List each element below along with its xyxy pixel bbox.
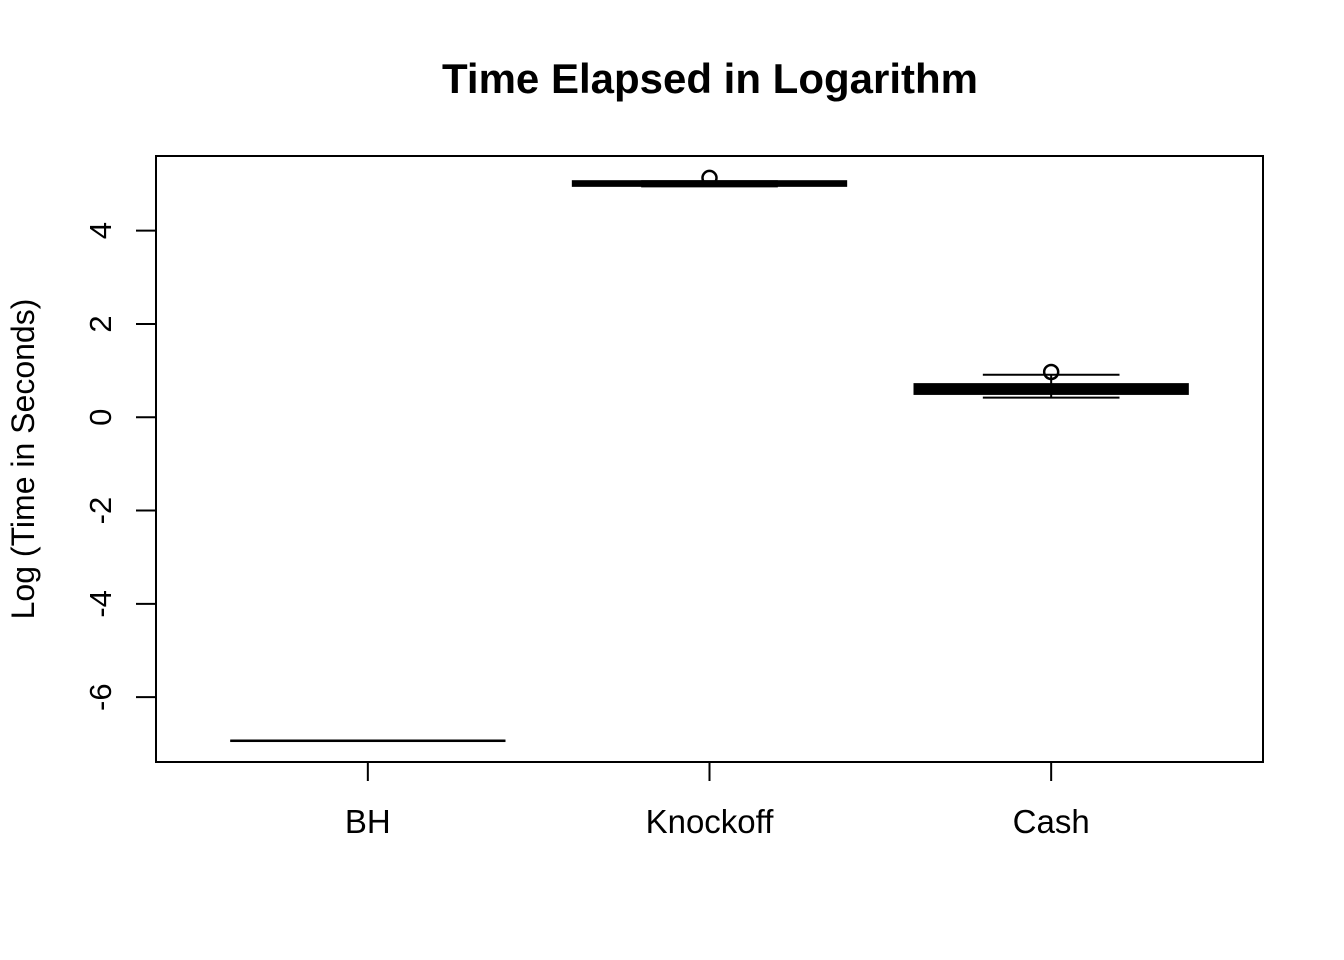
y-axis-label: Log (Time in Seconds) <box>5 299 41 620</box>
chart-title: Time Elapsed in Logarithm <box>442 55 978 102</box>
x-tick-label: BH <box>345 803 391 840</box>
y-tick-label: -4 <box>83 590 118 618</box>
plot-border <box>155 155 1264 763</box>
x-tick-label: Knockoff <box>646 803 775 840</box>
y-tick-label: 2 <box>83 315 118 332</box>
y-tick-label: 4 <box>83 222 118 239</box>
x-tick-label: Cash <box>1013 803 1090 840</box>
y-tick-label: -2 <box>83 497 118 525</box>
outlier-point <box>1042 363 1060 381</box>
y-tick-label: -6 <box>83 683 118 711</box>
outlier-point <box>701 169 718 187</box>
plot-area: -6 -4 -2 0 2 4 BH Knockoff Cash <box>83 155 1264 840</box>
y-tick-label: 0 <box>83 409 118 426</box>
